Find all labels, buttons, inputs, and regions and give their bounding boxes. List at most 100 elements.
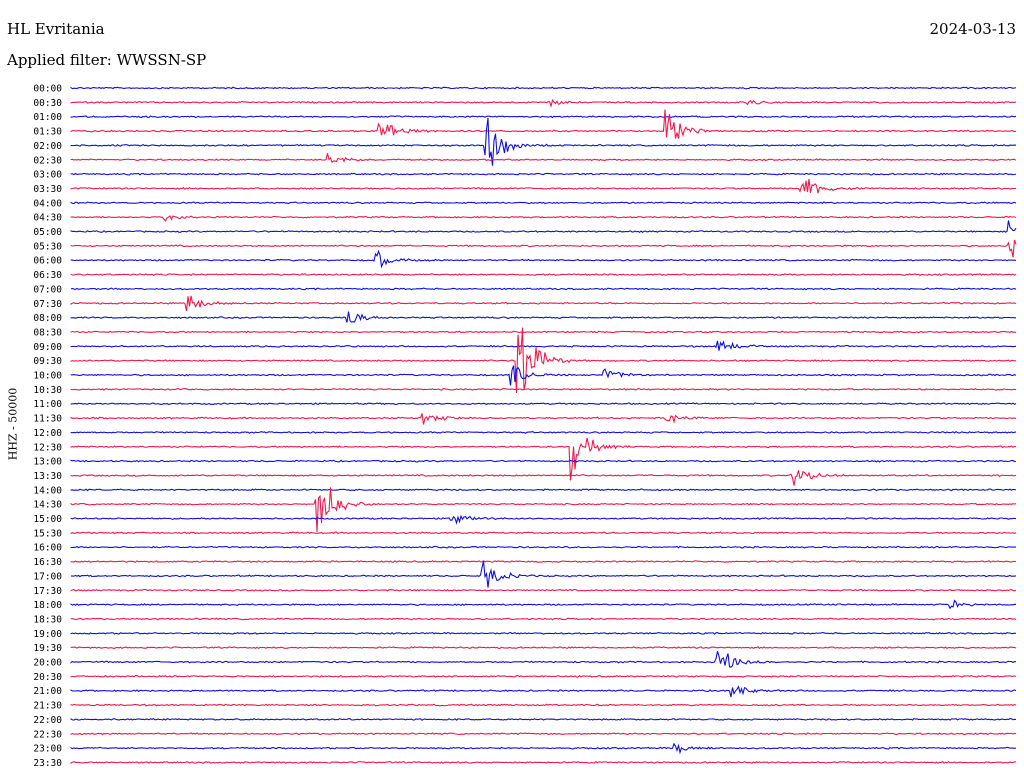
trace-1430 <box>70 487 1017 533</box>
trace-0430 <box>70 215 1017 222</box>
time-tick-label: 05:00 <box>33 227 62 238</box>
trace-1030 <box>70 387 1017 391</box>
time-tick-label: 07:00 <box>33 284 62 295</box>
trace-2000 <box>70 651 1017 668</box>
trace-2100 <box>70 685 1017 698</box>
time-tick-label: 03:00 <box>33 170 62 181</box>
time-tick-label: 16:00 <box>33 543 62 554</box>
trace-1930 <box>70 646 1017 650</box>
time-tick-label: 23:00 <box>33 744 62 755</box>
time-tick-label: 06:00 <box>33 256 62 267</box>
trace-0100 <box>70 115 1017 119</box>
trace-0530 <box>70 239 1017 258</box>
time-tick-label: 11:30 <box>33 414 62 425</box>
trace-1800 <box>70 599 1017 610</box>
time-tick-label: 22:30 <box>33 729 62 740</box>
trace-2030 <box>70 674 1017 678</box>
trace-1130 <box>70 413 1017 425</box>
trace-2230 <box>70 732 1017 736</box>
time-tick-label: 09:00 <box>33 342 62 353</box>
time-tick-label: 00:00 <box>33 84 62 95</box>
trace-0300 <box>70 172 1017 176</box>
trace-0800 <box>70 311 1017 323</box>
trace-0930 <box>70 327 1017 394</box>
time-tick-label: 20:30 <box>33 672 62 683</box>
time-tick-label: 01:30 <box>33 127 62 138</box>
time-tick-label: 12:00 <box>33 428 62 439</box>
time-tick-label: 14:00 <box>33 485 62 496</box>
trace-0400 <box>70 201 1017 205</box>
trace-2300 <box>70 742 1017 755</box>
date-label: 2024-03-13 <box>929 20 1016 38</box>
trace-1630 <box>70 560 1017 563</box>
trace-0230 <box>70 153 1017 164</box>
time-tick-label: 19:30 <box>33 643 62 654</box>
trace-0700 <box>70 287 1017 291</box>
time-tick-label: 06:30 <box>33 270 62 281</box>
time-tick-label: 22:00 <box>33 715 62 726</box>
trace-1300 <box>70 459 1017 463</box>
filter-label: Applied filter: WWSSN-SP <box>7 51 207 69</box>
trace-0600 <box>70 249 1017 269</box>
time-tick-label: 10:30 <box>33 385 62 396</box>
trace-0830 <box>70 330 1017 334</box>
time-tick-label: 21:30 <box>33 701 62 712</box>
trace-0030 <box>70 98 1017 109</box>
time-tick-label: 02:30 <box>33 155 62 166</box>
time-tick-label: 23:30 <box>33 758 62 769</box>
trace-1230 <box>70 437 1017 481</box>
trace-0330 <box>70 178 1017 194</box>
time-tick-label: 12:30 <box>33 442 62 453</box>
station-title: HL Evritania <box>7 20 105 38</box>
helicorder-traces <box>70 86 1017 765</box>
time-tick-label: 04:30 <box>33 213 62 224</box>
time-tick-label: 14:30 <box>33 500 62 511</box>
trace-1600 <box>70 545 1017 549</box>
time-tick-labels: 00:00 00:30 01:00 01:30 02:00 02:30 03:00 03:30… <box>33 84 62 769</box>
time-tick-label: 13:00 <box>33 457 62 468</box>
time-tick-label: 17:30 <box>33 586 62 597</box>
trace-0000 <box>70 86 1017 90</box>
time-tick-label: 07:30 <box>33 299 62 310</box>
trace-2330 <box>70 760 1017 765</box>
time-tick-label: 03:30 <box>33 184 62 195</box>
trace-2130 <box>70 703 1017 707</box>
time-tick-label: 08:30 <box>33 327 62 338</box>
trace-0730 <box>70 295 1017 312</box>
trace-0130 <box>70 109 1017 139</box>
trace-1400 <box>70 488 1017 492</box>
time-tick-label: 02:00 <box>33 141 62 152</box>
trace-2200 <box>70 717 1016 721</box>
trace-1500 <box>70 514 1017 525</box>
trace-0200 <box>70 117 1017 166</box>
time-tick-label: 15:00 <box>33 514 62 525</box>
time-tick-label: 17:00 <box>33 571 62 582</box>
trace-1100 <box>70 402 1017 406</box>
trace-0500 <box>70 220 1017 233</box>
time-tick-label: 11:00 <box>33 399 62 410</box>
time-tick-label: 08:00 <box>33 313 62 324</box>
trace-0630 <box>70 273 1017 277</box>
trace-1700 <box>70 560 1017 588</box>
trace-1000 <box>70 365 1017 386</box>
trace-1900 <box>70 631 1017 635</box>
trace-1330 <box>70 470 1017 486</box>
trace-0900 <box>70 340 1017 351</box>
time-tick-label: 01:00 <box>33 112 62 123</box>
time-tick-label: 18:30 <box>33 614 62 625</box>
time-tick-label: 16:30 <box>33 557 62 568</box>
trace-1530 <box>70 531 1017 535</box>
time-tick-label: 09:30 <box>33 356 62 367</box>
trace-1200 <box>70 430 1017 434</box>
time-tick-label: 00:30 <box>33 98 62 109</box>
trace-1730 <box>70 588 1017 592</box>
trace-1830 <box>70 617 1017 621</box>
time-tick-label: 18:00 <box>33 600 62 611</box>
time-tick-label: 15:30 <box>33 528 62 539</box>
time-tick-label: 13:30 <box>33 471 62 482</box>
time-tick-label: 10:00 <box>33 371 62 382</box>
time-tick-label: 21:00 <box>33 686 62 697</box>
time-tick-label: 05:30 <box>33 241 62 252</box>
time-tick-label: 19:00 <box>33 629 62 640</box>
